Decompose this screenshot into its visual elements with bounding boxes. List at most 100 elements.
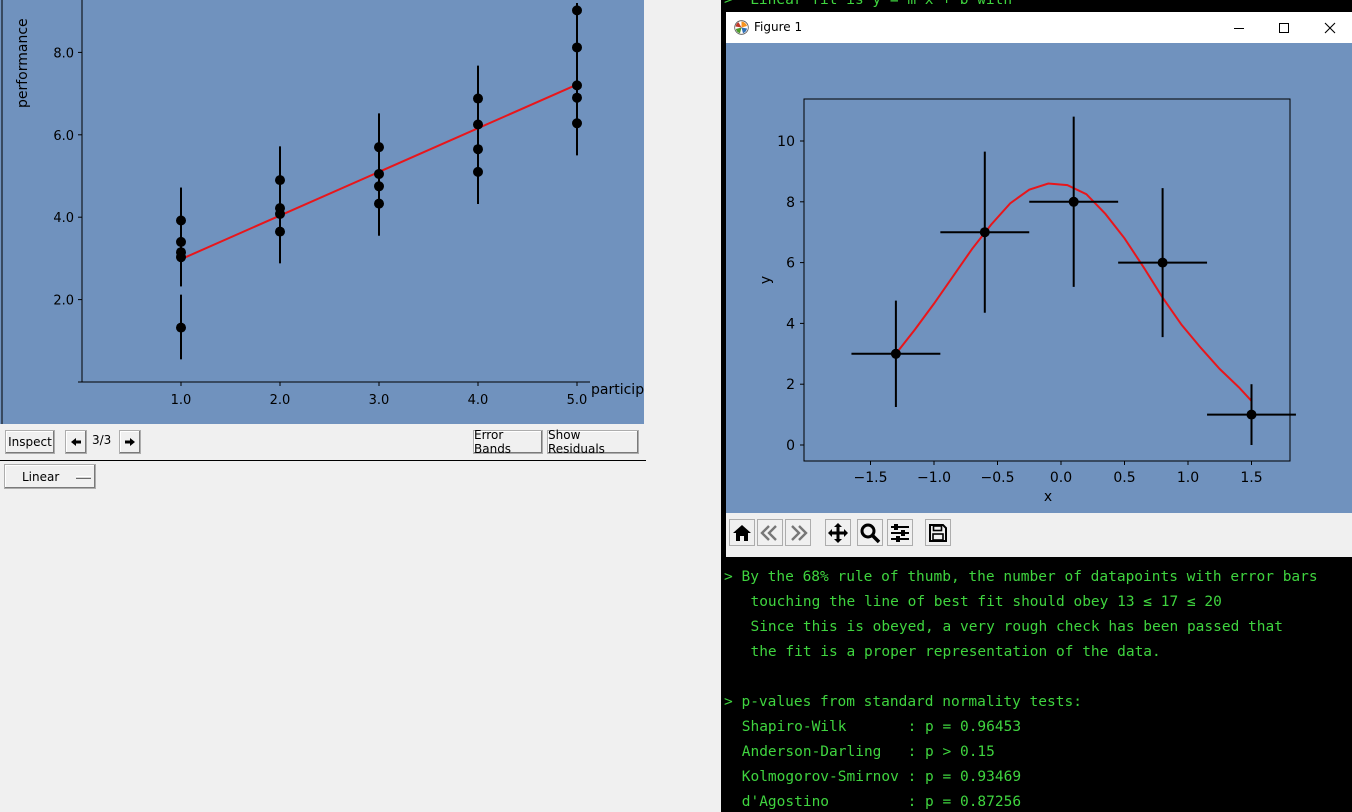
data-point: [1246, 409, 1257, 420]
x-axis-label: particip: [591, 382, 644, 398]
console-line: d'Agostino : p = 0.87256: [733, 794, 1022, 810]
data-point: [473, 93, 483, 104]
axes-frame: [803, 98, 1291, 462]
zoom-button[interactable]: [857, 519, 883, 546]
navigation-toolbar: [726, 513, 1352, 557]
plot-background: [0, 0, 644, 424]
y-tick-label: 6.0: [53, 129, 74, 144]
x-tick-label: −0.5: [981, 470, 1015, 486]
y-tick-label: 0: [786, 438, 795, 454]
figure-chart: −1.5 −1.0 −0.5 0.0 0.5 1.0 1.5 0 2 4 6 8 10 x y: [726, 43, 1352, 513]
console-line: the fit is a proper representation of th…: [733, 644, 1161, 660]
console-line: Since this is obeyed, a very rough check…: [733, 619, 1283, 635]
page-indicator: 3/3: [92, 433, 112, 447]
figure-window[interactable]: Figure 1 −1.5 −1.0 −0.5 0.0 0.5 1.0 1.5 0 2 4 6 8 10…: [726, 12, 1352, 557]
forward-button[interactable]: [785, 519, 811, 546]
y-tick-label: 8: [786, 195, 795, 211]
y-axis-label: performance: [15, 18, 31, 108]
configure-subplots-button[interactable]: [887, 519, 913, 546]
y-tick-label: 2: [786, 377, 795, 393]
inspect-button-label: Inspect: [8, 435, 52, 449]
back-button[interactable]: [757, 519, 783, 546]
performance-chart: 1.0 2.0 3.0 4.0 5.0 2.0 4.0 6.0 8.0 particip per…: [0, 0, 644, 424]
console-line: Shapiro-Wilk : p = 0.96453: [733, 719, 1022, 735]
data-point: [176, 236, 186, 247]
right-arrow-icon: [125, 438, 135, 446]
console-line: > p-values from standard normality tests…: [724, 694, 1082, 710]
data-point: [176, 322, 186, 333]
x-tick-label: −1.5: [854, 470, 888, 486]
figure-background: [726, 43, 1352, 513]
data-point: [275, 226, 285, 237]
data-point: [275, 175, 285, 186]
minimize-icon: [1233, 27, 1244, 29]
minimize-button[interactable]: [1216, 12, 1261, 43]
console-line: > Linear fit is y = m x + b with: [724, 0, 1013, 8]
console-line: > By the 68% rule of thumb, the number o…: [724, 569, 1318, 585]
zoom-icon: [860, 523, 881, 543]
data-point: [890, 348, 901, 359]
fit-type-selected: Linear: [22, 470, 60, 484]
data-point: [374, 168, 384, 179]
data-point: [572, 42, 582, 53]
y-tick-label: 8.0: [53, 46, 74, 61]
data-point: [572, 118, 582, 129]
console-line: Anderson-Darling : p > 0.15: [733, 744, 995, 760]
save-button[interactable]: [925, 519, 951, 546]
save-icon: [929, 523, 947, 542]
pan-icon: [828, 522, 848, 543]
pan-button[interactable]: [825, 519, 851, 546]
x-tick-label: 1.0: [1177, 470, 1199, 486]
y-axis-label: y: [758, 276, 774, 284]
x-tick-label: 4.0: [468, 393, 489, 408]
fit-type-dropdown[interactable]: Linear: [4, 464, 96, 489]
title-bar[interactable]: Figure 1: [726, 12, 1352, 43]
data-point: [572, 5, 582, 16]
data-point: [1157, 257, 1168, 268]
data-point: [572, 92, 582, 103]
show-residuals-label: Show Residuals: [548, 428, 605, 456]
y-tick-label: 2.0: [53, 294, 74, 309]
window-title: Figure 1: [754, 20, 803, 34]
error-bands-label: Error Bands: [474, 428, 512, 456]
data-point: [572, 80, 582, 91]
x-tick-label: 2.0: [270, 393, 291, 408]
data-point: [275, 208, 285, 219]
next-page-button[interactable]: [119, 430, 141, 454]
console-line: touching the line of best fit should obe…: [733, 594, 1222, 610]
y-tick-label: 10: [777, 134, 795, 150]
x-tick-label: 1.0: [171, 393, 192, 408]
inspect-button[interactable]: Inspect: [5, 430, 55, 454]
dropdown-indicator-icon: [76, 476, 91, 479]
home-button[interactable]: [729, 519, 755, 546]
data-point: [473, 119, 483, 130]
y-tick-label: 6: [786, 256, 795, 272]
close-button[interactable]: [1307, 12, 1352, 43]
y-tick-label: 4: [786, 316, 795, 332]
data-point: [176, 252, 186, 263]
fit-curve: [895, 182, 1253, 402]
error-bands-button[interactable]: Error Bands: [473, 428, 543, 456]
maximize-button[interactable]: [1261, 12, 1306, 43]
data-point: [473, 144, 483, 155]
x-tick-label: 3.0: [369, 393, 390, 408]
x-axis-label: x: [1044, 489, 1052, 505]
data-point: [176, 215, 186, 226]
forward-icon: [791, 524, 808, 541]
y-tick-label: 4.0: [53, 211, 74, 226]
x-tick-label: 0.5: [1113, 470, 1135, 486]
data-point: [374, 142, 384, 153]
x-tick-label: 5.0: [567, 393, 588, 408]
data-point: [374, 181, 384, 192]
separator: [0, 460, 646, 461]
data-point: [979, 227, 990, 238]
close-icon: [1324, 22, 1335, 33]
x-tick-label: 1.5: [1240, 470, 1262, 486]
show-residuals-button[interactable]: Show Residuals: [547, 428, 639, 456]
data-point: [473, 166, 483, 177]
previous-page-button[interactable]: [65, 430, 87, 454]
home-icon: [733, 524, 751, 541]
console-line: Kolmogorov-Smirnov : p = 0.93469: [733, 769, 1022, 785]
maximize-icon: [1278, 22, 1289, 33]
matplotlib-icon: [734, 20, 749, 35]
